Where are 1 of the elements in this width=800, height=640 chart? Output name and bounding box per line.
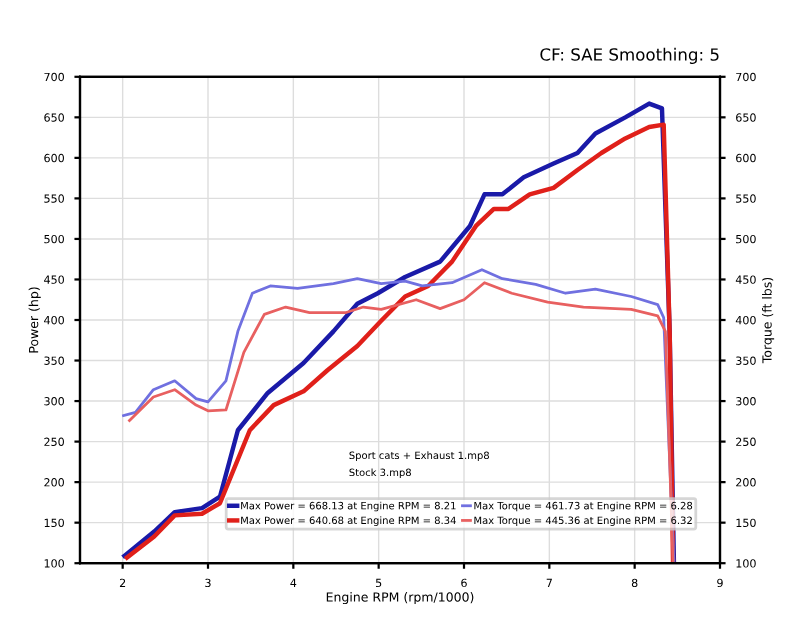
chart-title: CF: SAE Smoothing: 5	[540, 47, 719, 64]
